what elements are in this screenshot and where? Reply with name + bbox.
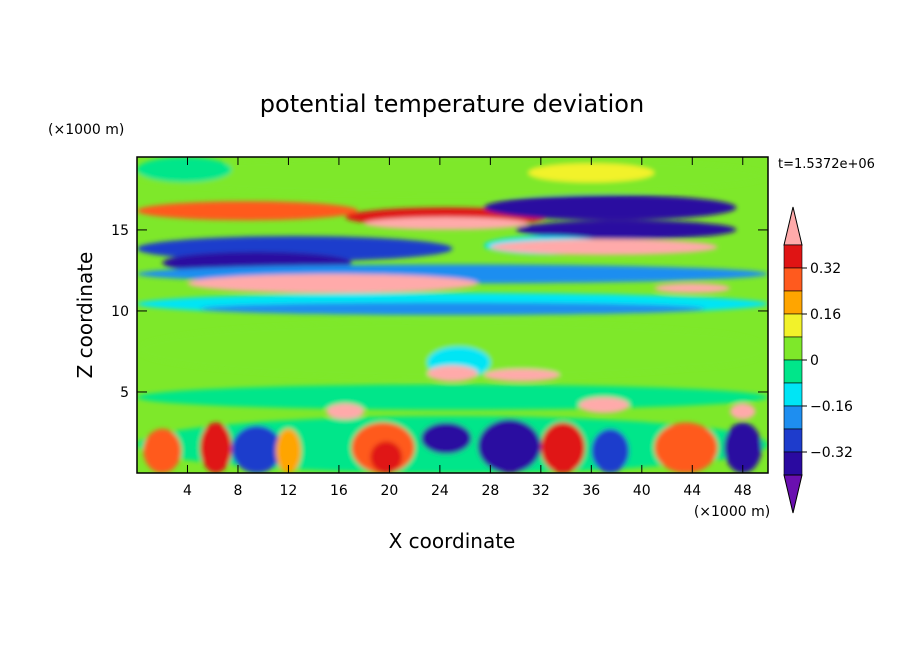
colorbar-tick-label-4: −0.32 — [810, 445, 853, 461]
y-axis: 5 10 15 — [111, 223, 768, 401]
x-tick-label-1: 8 — [233, 483, 242, 499]
colorbar-lower-triangle — [783, 474, 803, 514]
x-tick-label-5: 24 — [431, 483, 449, 499]
y-tick-label-0: 5 — [120, 385, 129, 401]
colorbar-upper-triangle — [783, 206, 803, 246]
contour-region-11 — [490, 239, 718, 255]
contour-region-13 — [187, 273, 478, 293]
x-tick-label-8: 36 — [582, 483, 600, 499]
x-axis-label: X coordinate — [389, 529, 516, 553]
contour-region-27 — [200, 422, 232, 473]
x-tick-label-11: 48 — [734, 483, 752, 499]
contour-region-31 — [420, 422, 472, 455]
contour-region-39 — [578, 397, 630, 413]
colorbar-swatch-2 — [783, 290, 803, 315]
colorbar-swatch-9 — [783, 451, 803, 476]
y-unit-label: (×1000 m) — [48, 122, 124, 138]
contour-region-33 — [540, 422, 586, 473]
contour-region-26 — [143, 428, 182, 473]
plot-frame — [136, 156, 769, 474]
contour-region-40 — [730, 403, 756, 420]
colorbar-swatch-3 — [783, 313, 803, 338]
time-label: t=1.5372e+06 — [778, 157, 875, 172]
contour-region-5 — [364, 217, 529, 230]
contour-field — [137, 157, 768, 473]
contour-region-24 — [137, 384, 768, 410]
colorbar-tick-label-2: 0 — [810, 353, 819, 369]
contour-region-36 — [723, 422, 762, 473]
x-tick-label-0: 4 — [183, 483, 192, 499]
colorbar-swatch-6 — [783, 382, 803, 407]
contour-region-19 — [578, 330, 768, 369]
colorbar: 0.32 0.16 0 −0.16 −0.32 — [783, 206, 853, 514]
x-tick-label-2: 12 — [280, 483, 298, 499]
contour-region-7 — [515, 220, 737, 240]
contour-region-6 — [484, 194, 737, 221]
y-tick-label-2: 15 — [111, 223, 129, 239]
contour-region-1 — [137, 157, 232, 183]
colorbar-swatch-5 — [783, 359, 803, 384]
contour-region-0 — [137, 157, 768, 195]
colorbar-swatch-7 — [783, 405, 803, 430]
contour-region-34 — [591, 428, 630, 473]
contour-region-21 — [427, 365, 478, 382]
contour-region-2 — [528, 163, 655, 183]
contour-region-35 — [654, 422, 718, 473]
x-tick-label-10: 44 — [683, 483, 701, 499]
colorbar-swatch-0 — [783, 244, 803, 269]
colorbar-tick-label-3: −0.16 — [810, 399, 853, 415]
y-tick-label-1: 10 — [111, 304, 129, 320]
contour-region-28 — [231, 425, 283, 473]
x-tick-label-6: 28 — [481, 483, 499, 499]
contour-region-3 — [137, 201, 358, 221]
contour-region-38 — [326, 403, 365, 420]
x-tick-label-9: 40 — [633, 483, 651, 499]
chart-title: potential temperature deviation — [260, 90, 644, 118]
x-tick-label-7: 32 — [532, 483, 550, 499]
contour-region-15 — [200, 302, 705, 315]
colorbar-swatch-1 — [783, 267, 803, 292]
contour-region-16 — [654, 283, 731, 293]
contour-region-30 — [370, 441, 403, 473]
contour-region-32 — [477, 419, 541, 473]
contour-region-22 — [484, 368, 560, 382]
contour-region-18 — [263, 327, 579, 366]
colorbar-swatch-8 — [783, 428, 803, 453]
colorbar-tick-label-1: 0.16 — [810, 307, 841, 323]
colorbar-swatch-4 — [783, 336, 803, 361]
x-tick-label-4: 20 — [380, 483, 398, 499]
y-axis-label: Z coordinate — [73, 252, 97, 379]
x-axis: 4 8 12 16 20 24 28 32 36 40 44 48 — [183, 157, 752, 499]
x-unit-label: (×1000 m) — [694, 504, 770, 520]
contour-region-37 — [275, 428, 302, 473]
x-tick-label-3: 16 — [330, 483, 348, 499]
colorbar-tick-label-0: 0.32 — [810, 261, 841, 277]
